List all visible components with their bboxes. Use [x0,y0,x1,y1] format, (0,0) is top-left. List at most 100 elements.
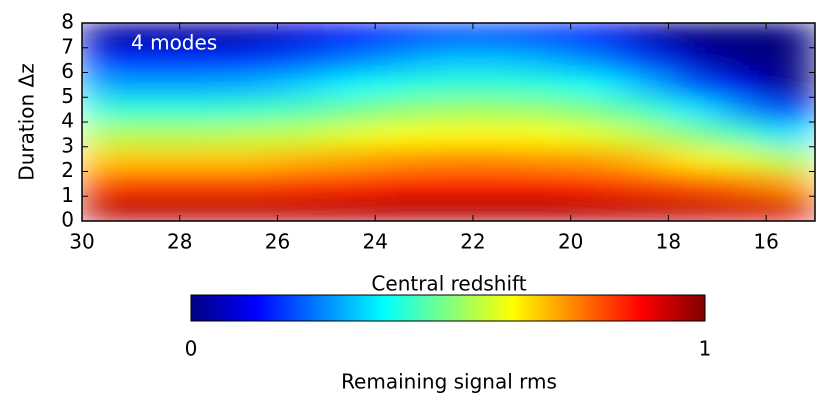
heatmap-cell [619,47,669,73]
heatmap-cell [130,23,181,49]
heatmap-cell [130,121,181,148]
heatmap-cell [765,23,815,49]
heatmap-cell [765,121,815,148]
heatmap-cell [570,96,621,123]
heatmap-cell [667,96,718,123]
heatmap-cell [472,96,523,123]
heatmap-cell [82,23,132,49]
colorbar-label: Remaining signal rms [341,370,557,394]
heatmap-cell [374,72,425,98]
heatmap-cell [423,121,474,148]
heatmap-cell [276,146,327,172]
heatmap-cell [130,96,181,123]
heatmap-cell [521,96,572,123]
heatmap-cell [765,171,815,197]
heatmap-cell [667,121,718,148]
heatmap-cell [521,47,572,73]
y-tick-label: 6 [61,59,74,83]
y-tick-label: 3 [61,133,74,157]
heatmap-cell [325,195,376,221]
heatmap-cell [667,146,718,172]
heatmap-cell [276,72,327,98]
heatmap-cell [228,23,278,49]
x-tick-label: 22 [460,230,485,254]
heatmap-cell [276,47,327,73]
heatmap-cell [325,72,376,98]
heatmap-cell [716,23,767,49]
x-tick-label: 28 [167,230,192,254]
heatmap-cell [179,171,230,197]
x-tick-label: 18 [656,230,681,254]
heatmap-cell [374,195,425,221]
heatmap-cell [228,72,278,98]
heatmap-cell [570,47,621,73]
x-tick-label: 30 [69,230,94,254]
y-tick-label: 7 [61,34,74,58]
heatmap-cell [667,195,718,221]
heatmap-cell [276,96,327,123]
heatmap-cell [130,146,181,172]
heatmap-cell [276,171,327,197]
heatmap-cell [716,195,767,221]
heatmap-cell [619,121,669,148]
heatmap-cell [423,96,474,123]
y-tick-label: 2 [61,158,74,182]
heatmap-cell [667,171,718,197]
heatmap-cell [276,121,327,148]
heatmap-cell [325,23,376,49]
heatmap-cell [228,195,278,221]
heatmap-cell [521,195,572,221]
heatmap-cell [325,96,376,123]
heatmap-cell [325,121,376,148]
heatmap-cell [228,96,278,123]
heatmap-cell [472,195,523,221]
heatmap-cell [228,146,278,172]
heatmap-cell [374,146,425,172]
heatmap-cell [765,146,815,172]
heatmap-cell [570,23,621,49]
heatmap-cell [179,96,230,123]
heatmap-cell [423,195,474,221]
heatmap-cell [619,96,669,123]
heatmap-cell [82,72,132,98]
y-tick-label: 4 [61,109,74,133]
heatmap-cell [570,171,621,197]
heatmap-cell [228,47,278,73]
heatmap-cell [472,72,523,98]
heatmap-cell [374,96,425,123]
heatmap-cell [570,121,621,148]
heatmap-cell [82,47,132,73]
x-tick-label: 16 [753,230,778,254]
heatmap [82,23,815,221]
heatmap-cell [130,195,181,221]
heatmap-cell [423,146,474,172]
y-tick-label: 0 [61,208,74,232]
heatmap-cell [325,47,376,73]
heatmap-cell [570,195,621,221]
heatmap-cell [130,171,181,197]
x-tick-label: 20 [558,230,583,254]
heatmap-cell [82,195,132,221]
heatmap-cell [570,146,621,172]
y-axis-label: Duration Δz [15,63,39,180]
heatmap-cell [570,72,621,98]
heatmap-cell [521,146,572,172]
heatmap-cell [179,23,230,49]
heatmap-cell [667,23,718,49]
heatmap-cell [276,23,327,49]
heatmap-cell [667,72,718,98]
heatmap-cell [472,47,523,73]
heatmap-cell [423,23,474,49]
heatmap-cell [521,23,572,49]
colorbar-tick-label: 0 [185,337,198,361]
heatmap-cell [667,47,718,73]
heatmap-cell [82,121,132,148]
heatmap-cell [179,195,230,221]
colorbar [190,294,706,322]
heatmap-cell [521,121,572,148]
heatmap-cell [179,47,230,73]
heatmap-cell [130,47,181,73]
heatmap-cell [276,195,327,221]
heatmap-cell [765,72,815,98]
